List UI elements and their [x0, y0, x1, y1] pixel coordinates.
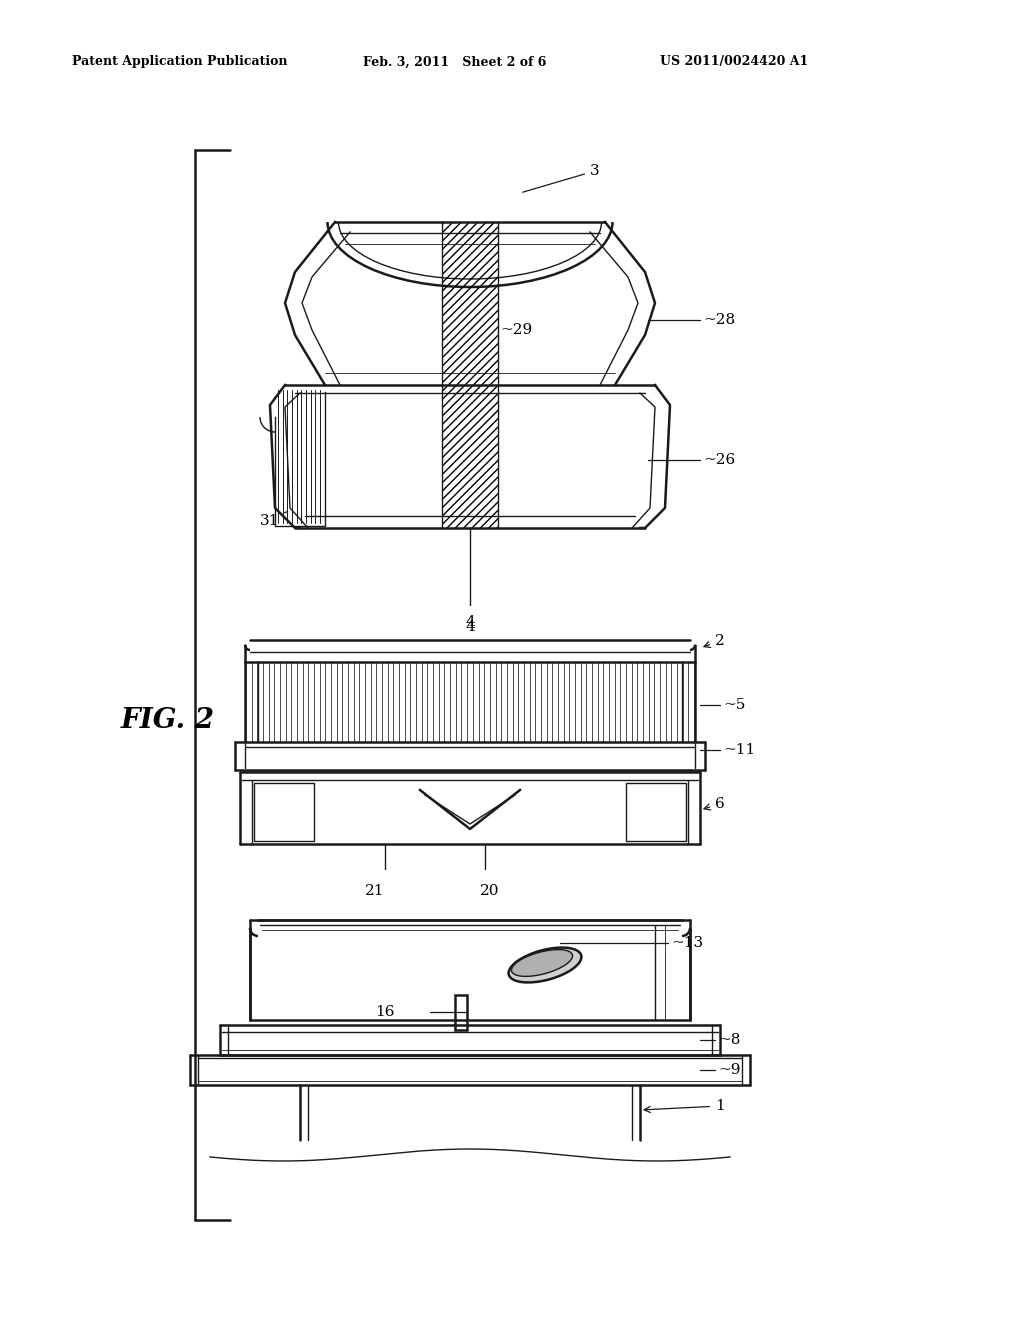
Text: 6: 6: [703, 797, 725, 810]
Text: ~5: ~5: [723, 698, 745, 711]
Bar: [455, 995, 467, 1030]
Text: FIG. 2: FIG. 2: [121, 706, 215, 734]
Text: ~13: ~13: [671, 936, 703, 950]
Bar: [626, 783, 686, 841]
Text: 31: 31: [260, 511, 288, 528]
Text: ~8: ~8: [718, 1034, 740, 1047]
Bar: [442, 222, 498, 528]
Text: ~11: ~11: [723, 743, 756, 756]
Text: ~29: ~29: [500, 323, 532, 337]
Text: ~26: ~26: [703, 453, 735, 467]
Text: 21: 21: [366, 884, 385, 898]
Text: Feb. 3, 2011   Sheet 2 of 6: Feb. 3, 2011 Sheet 2 of 6: [362, 55, 547, 69]
Text: ~28: ~28: [703, 313, 735, 327]
Ellipse shape: [509, 948, 582, 982]
Bar: [254, 783, 314, 841]
Text: 20: 20: [480, 884, 500, 898]
Text: 16: 16: [376, 1005, 395, 1019]
Text: 3: 3: [522, 164, 600, 193]
Text: 4: 4: [465, 620, 475, 634]
Text: 1: 1: [644, 1100, 725, 1113]
Text: 2: 2: [703, 634, 725, 648]
Text: 4: 4: [465, 615, 475, 630]
Ellipse shape: [511, 949, 572, 977]
Text: US 2011/0024420 A1: US 2011/0024420 A1: [660, 55, 808, 69]
Text: Patent Application Publication: Patent Application Publication: [72, 55, 288, 69]
Text: ~9: ~9: [718, 1063, 740, 1077]
